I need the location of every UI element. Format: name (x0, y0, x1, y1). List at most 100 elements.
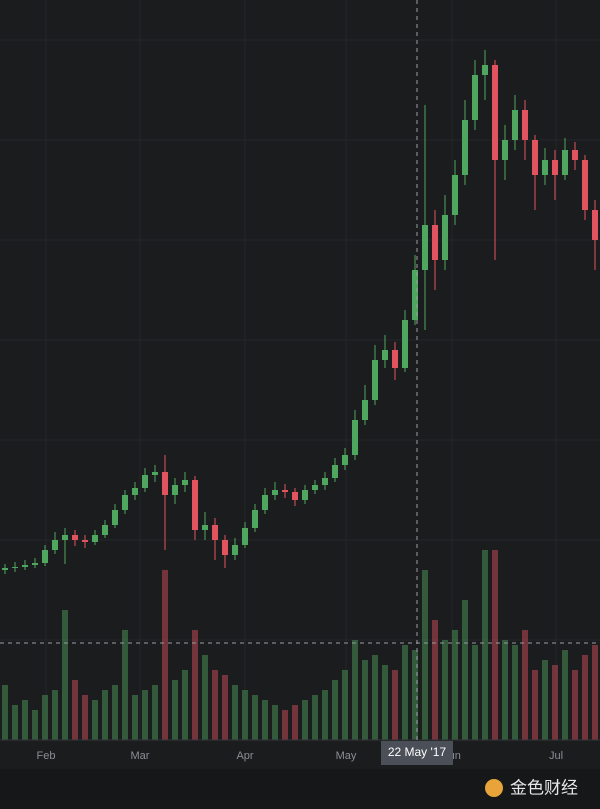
volume-bar (372, 655, 378, 740)
volume-bar (282, 710, 288, 740)
candle-body (582, 160, 588, 210)
volume-bar (352, 640, 358, 740)
volume-bar (572, 670, 578, 740)
volume-bar (192, 630, 198, 740)
candle-body (182, 480, 188, 485)
candle-body (342, 455, 348, 465)
volume-bar (212, 670, 218, 740)
volume-bar (42, 695, 48, 740)
candle-body (412, 270, 418, 320)
volume-bar (452, 630, 458, 740)
candle-body (22, 565, 28, 567)
candle-body (532, 140, 538, 175)
candle-body (222, 540, 228, 555)
time-axis: FebMarAprMayJunJul (37, 750, 564, 762)
x-tick-label: Feb (37, 750, 56, 762)
candle-body (102, 525, 108, 535)
candle-body (82, 540, 88, 542)
candle-body (272, 490, 278, 495)
volume-bar (272, 705, 278, 740)
candle-body (192, 480, 198, 530)
candle-body (502, 140, 508, 160)
crosshair-label-box (381, 741, 453, 765)
volume-bar (142, 690, 148, 740)
volume-bar (312, 695, 318, 740)
x-tick-label: May (336, 750, 357, 762)
candle-body (302, 490, 308, 500)
candle-body (52, 540, 58, 550)
volume-bar (2, 685, 8, 740)
candle-body (552, 160, 558, 175)
candle-body (152, 472, 158, 475)
candle-body (112, 510, 118, 525)
candle-body (292, 492, 298, 500)
candle-body (212, 525, 218, 540)
candle-body (72, 535, 78, 540)
x-tick-label: Apr (236, 750, 253, 762)
grid (0, 0, 600, 740)
candle-body (482, 65, 488, 75)
x-tick-label: Jul (549, 750, 563, 762)
candle-body (572, 150, 578, 160)
volume-bar (472, 645, 478, 740)
volume-bar (382, 665, 388, 740)
candle-body (442, 215, 448, 260)
candle-body (122, 495, 128, 510)
candle-body (512, 110, 518, 140)
candle-body (42, 550, 48, 563)
volume-bar (492, 550, 498, 740)
volume-bar (552, 665, 558, 740)
candle-body (422, 225, 428, 270)
candle-body (332, 465, 338, 478)
volume-bar (242, 690, 248, 740)
volume-bar (122, 630, 128, 740)
volume-bar (252, 695, 258, 740)
logo-icon (485, 779, 503, 797)
candle-body (242, 528, 248, 545)
volume-bar (202, 655, 208, 740)
volume-bar (522, 630, 528, 740)
volume-bar (302, 700, 308, 740)
candle-body (262, 495, 268, 510)
candle-body (322, 478, 328, 485)
volume-bar (392, 670, 398, 740)
volume-bar (82, 695, 88, 740)
volume-bar (362, 660, 368, 740)
volume-bar (62, 610, 68, 740)
candle-body (172, 485, 178, 495)
volume-bar (72, 680, 78, 740)
volume-bar (182, 670, 188, 740)
volume-bar (592, 645, 598, 740)
candle-body (162, 472, 168, 495)
volume-bar (12, 705, 18, 740)
watermark: 金色财经 (510, 778, 578, 797)
volume-bar (222, 675, 228, 740)
volume-bar (132, 695, 138, 740)
candle-body (2, 568, 8, 570)
candle-body (142, 475, 148, 488)
candle-body (92, 535, 98, 542)
volume-bar (432, 620, 438, 740)
volume-bar (162, 570, 168, 740)
volume-layer (2, 550, 598, 740)
candle-body (432, 225, 438, 260)
volume-bar (232, 685, 238, 740)
volume-bar (342, 670, 348, 740)
volume-bar (582, 655, 588, 740)
candle-body (372, 360, 378, 400)
candle-body (352, 420, 358, 455)
volume-bar (402, 645, 408, 740)
volume-bar (462, 600, 468, 740)
candle-body (562, 150, 568, 175)
candle-body (472, 75, 478, 120)
candle-body (32, 563, 38, 565)
candle-layer (2, 50, 598, 574)
volume-bar (152, 685, 158, 740)
volume-bar (32, 710, 38, 740)
volume-bar (532, 670, 538, 740)
candle-body (492, 65, 498, 160)
candle-body (232, 545, 238, 555)
volume-bar (482, 550, 488, 740)
